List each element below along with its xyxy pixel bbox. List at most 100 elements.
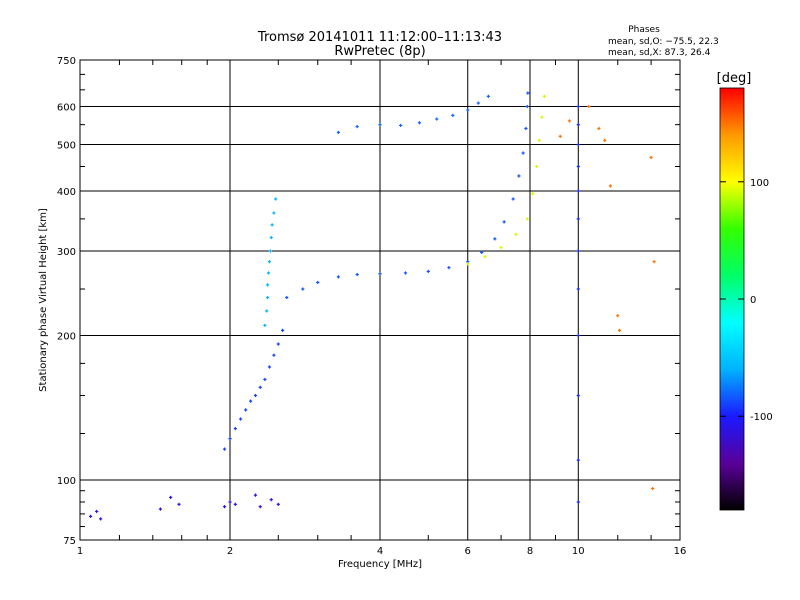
data-point xyxy=(177,502,181,506)
data-point xyxy=(576,393,580,398)
data-point xyxy=(576,164,580,169)
data-point xyxy=(99,517,103,521)
data-points xyxy=(88,91,656,521)
data-point xyxy=(542,94,546,98)
data-point xyxy=(576,104,580,109)
data-point xyxy=(451,113,455,117)
plot-frame xyxy=(79,59,681,541)
data-point xyxy=(576,249,580,253)
data-point xyxy=(378,272,382,276)
y-tick-label: 600 xyxy=(57,103,76,114)
data-point xyxy=(233,502,237,506)
data-point xyxy=(511,197,515,201)
data-point xyxy=(276,502,280,506)
data-point xyxy=(426,269,430,274)
data-point xyxy=(276,342,280,346)
data-point xyxy=(267,365,272,369)
y-tick-label: 500 xyxy=(57,141,76,152)
data-point xyxy=(466,108,470,112)
data-point xyxy=(266,295,270,300)
data-point xyxy=(435,117,439,121)
data-point xyxy=(576,217,580,221)
data-point xyxy=(228,500,232,504)
colorbar-tick-label: 100 xyxy=(750,178,769,189)
data-point xyxy=(266,283,270,287)
data-point xyxy=(649,155,653,160)
data-point xyxy=(540,115,544,119)
data-point xyxy=(525,217,529,221)
phase-stats-x-mode: mean, sd,X: 87.3, 26.4 xyxy=(608,48,711,58)
data-point xyxy=(399,123,403,128)
x-tick-label: 1 xyxy=(77,546,83,557)
data-point xyxy=(158,507,163,511)
x-tick-label: 16 xyxy=(674,546,687,557)
x-tick-label: 6 xyxy=(465,546,471,557)
data-point xyxy=(617,328,622,332)
data-point xyxy=(316,280,320,285)
data-point xyxy=(301,287,305,291)
data-point xyxy=(263,323,267,327)
colorbar-label: [deg] xyxy=(717,71,752,86)
x-tick-label: 8 xyxy=(527,546,533,557)
data-point xyxy=(169,495,173,500)
data-point xyxy=(258,385,262,389)
data-point xyxy=(272,211,276,215)
data-point xyxy=(476,101,480,105)
grid-lines xyxy=(80,60,680,540)
data-point xyxy=(567,119,572,123)
data-point xyxy=(228,436,232,441)
data-point xyxy=(502,220,506,224)
y-tick-label: 300 xyxy=(57,247,76,258)
data-point xyxy=(238,417,243,421)
data-point xyxy=(355,272,359,277)
data-point xyxy=(576,458,580,462)
data-point xyxy=(263,377,267,382)
data-point xyxy=(576,123,580,127)
data-point xyxy=(336,130,340,134)
data-point xyxy=(486,94,490,98)
data-point xyxy=(616,314,620,318)
data-point xyxy=(233,426,237,431)
x-tick-label: 10 xyxy=(572,546,585,557)
data-point xyxy=(576,500,580,504)
data-point xyxy=(526,91,530,95)
data-point xyxy=(253,393,258,398)
data-point xyxy=(267,260,272,264)
data-point xyxy=(222,505,227,509)
data-point xyxy=(517,174,521,178)
data-point xyxy=(525,104,529,109)
data-point xyxy=(651,486,655,491)
y-tick-label: 100 xyxy=(57,476,76,487)
data-point xyxy=(270,223,274,227)
chart-title: Tromsø 20141011 11:12:00–11:13:43 xyxy=(257,30,502,45)
data-point xyxy=(603,138,607,142)
y-axis-label: Stationary phase Virtual Height [km] xyxy=(38,208,49,392)
data-point xyxy=(576,142,580,147)
colorbar: [deg] 100 0 -100 xyxy=(717,71,773,511)
data-point xyxy=(253,493,258,497)
data-point xyxy=(269,498,273,502)
y-tick-label: 75 xyxy=(63,536,76,547)
data-point xyxy=(378,123,382,127)
colorbar-tick-label: 0 xyxy=(750,295,756,306)
axis-ticks: 1 2 4 6 8 10 16 75 100 200 300 400 500 600 750 xyxy=(57,56,686,557)
x-axis-label: Frequency [MHz] xyxy=(338,559,422,570)
data-point xyxy=(417,121,422,125)
data-point xyxy=(258,505,262,509)
data-point xyxy=(336,275,340,279)
data-point xyxy=(576,189,580,193)
data-point xyxy=(355,124,359,129)
data-point xyxy=(521,151,525,155)
data-point xyxy=(524,126,528,131)
plot-area: 1 2 4 6 8 10 16 75 100 200 300 400 500 600 750 xyxy=(57,56,686,557)
data-point xyxy=(88,514,93,518)
data-point xyxy=(272,353,276,357)
data-point xyxy=(285,295,289,300)
data-point xyxy=(652,260,656,264)
colorbar-ticks: 100 0 -100 xyxy=(720,178,773,423)
data-point xyxy=(535,164,539,169)
data-point xyxy=(587,104,591,109)
data-point xyxy=(493,237,497,241)
colorbar-tick-label: -100 xyxy=(750,412,773,423)
